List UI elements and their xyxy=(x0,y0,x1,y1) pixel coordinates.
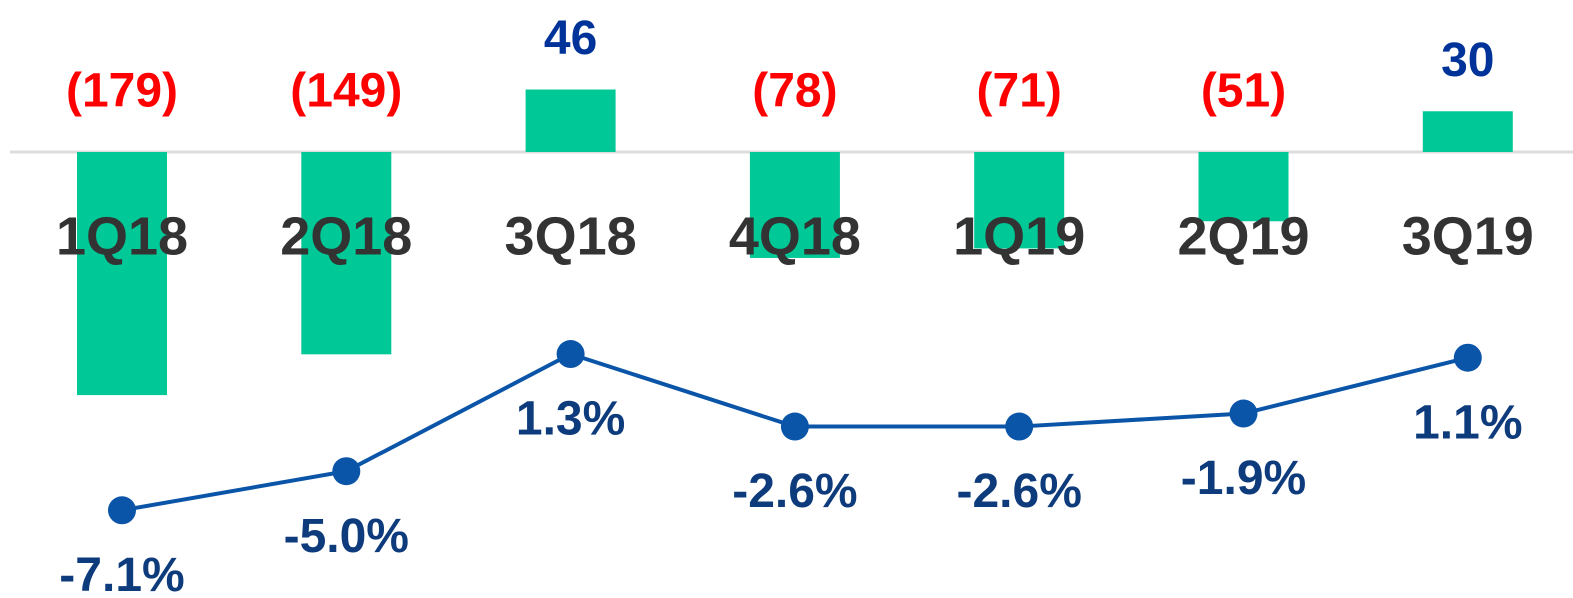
bar xyxy=(1198,152,1289,222)
line-value-label: 1.3% xyxy=(516,393,625,446)
bar-value-label: 46 xyxy=(544,12,597,65)
x-tick-label: 2Q19 xyxy=(1177,206,1309,266)
line-marker xyxy=(1453,343,1482,372)
x-tick-label: 3Q18 xyxy=(505,206,637,266)
x-tick-label: 1Q18 xyxy=(56,206,188,266)
line-marker xyxy=(1005,412,1034,441)
bar-value-label: (71) xyxy=(977,65,1062,118)
line-marker xyxy=(1229,399,1258,428)
line-marker xyxy=(780,412,809,441)
bar xyxy=(1422,111,1513,152)
bar xyxy=(77,152,167,396)
bar-value-label: 30 xyxy=(1441,34,1494,87)
bar-value-label: (179) xyxy=(66,65,178,118)
bar-value-label: (51) xyxy=(1201,65,1286,118)
line-marker xyxy=(108,496,136,525)
x-tick-label: 3Q19 xyxy=(1402,206,1534,266)
bar xyxy=(974,152,1065,249)
bar-value-label: (149) xyxy=(290,65,402,118)
x-tick-label: 4Q18 xyxy=(729,206,861,266)
x-tick-label: 1Q19 xyxy=(953,206,1085,266)
line-value-label: -2.6% xyxy=(957,465,1082,518)
bar xyxy=(301,152,392,355)
bar xyxy=(525,89,616,152)
bar xyxy=(749,152,840,258)
x-tick-label: 2Q18 xyxy=(280,206,412,266)
line-marker xyxy=(556,340,585,369)
line-value-label: 1.1% xyxy=(1413,396,1522,449)
line-value-label: -1.9% xyxy=(1181,452,1306,505)
bar-value-label: (78) xyxy=(752,65,837,118)
line-value-label: -2.6% xyxy=(732,465,857,518)
line-value-label: -7.1% xyxy=(59,549,184,598)
line-value-label: -5.0% xyxy=(284,510,409,563)
line-marker xyxy=(332,457,361,486)
